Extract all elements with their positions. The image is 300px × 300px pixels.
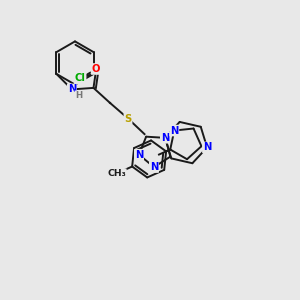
- Text: N: N: [150, 162, 158, 172]
- Text: N: N: [68, 84, 76, 94]
- Text: N: N: [170, 126, 178, 136]
- Text: N: N: [161, 133, 169, 143]
- Text: O: O: [92, 64, 100, 74]
- Text: N: N: [203, 142, 211, 152]
- Text: Cl: Cl: [75, 73, 86, 83]
- Text: H: H: [75, 91, 82, 100]
- Text: CH₃: CH₃: [107, 169, 126, 178]
- Text: N: N: [135, 150, 143, 160]
- Text: S: S: [124, 113, 132, 124]
